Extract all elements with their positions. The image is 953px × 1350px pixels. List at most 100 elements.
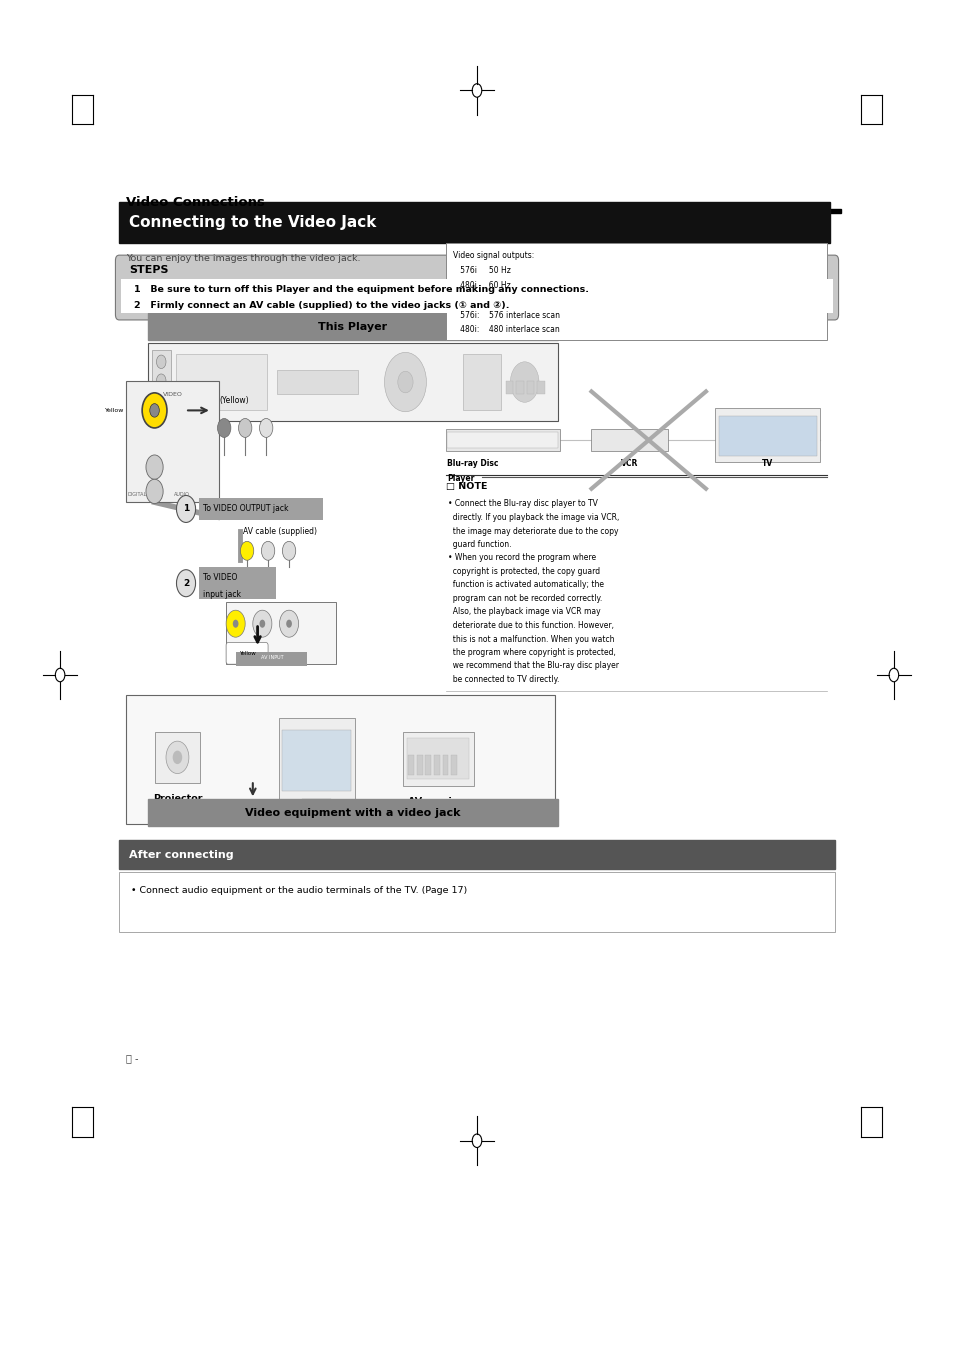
- Text: input jack: input jack: [203, 590, 241, 598]
- Text: Yellow: Yellow: [238, 651, 255, 656]
- Bar: [442, 755, 448, 775]
- Bar: [278, 718, 355, 799]
- Text: DIGITAL: DIGITAL: [128, 491, 147, 497]
- Circle shape: [253, 610, 272, 637]
- Text: • Connect audio equipment or the audio terminals of the TV. (Page 17): • Connect audio equipment or the audio t…: [131, 886, 466, 895]
- Bar: [451, 755, 456, 775]
- Bar: [199, 567, 275, 599]
- Text: (Yellow): (Yellow): [257, 603, 287, 613]
- Circle shape: [259, 418, 273, 437]
- Circle shape: [240, 541, 253, 560]
- Circle shape: [156, 374, 166, 387]
- Bar: [119, 872, 834, 931]
- Text: To VIDEO: To VIDEO: [203, 574, 237, 582]
- Circle shape: [217, 418, 231, 437]
- Text: 2   Firmly connect an AV cable (supplied) to the video jacks (① and ②).: 2 Firmly connect an AV cable (supplied) …: [133, 301, 509, 310]
- Text: this is not a malfunction. When you watch: this is not a malfunction. When you watc…: [448, 634, 615, 644]
- Bar: [537, 381, 544, 394]
- Circle shape: [176, 570, 195, 597]
- Bar: [402, 732, 474, 786]
- Text: the program where copyright is protected,: the program where copyright is protected…: [448, 648, 616, 657]
- Bar: [719, 416, 816, 456]
- Bar: [199, 498, 323, 520]
- Bar: [119, 840, 834, 869]
- Circle shape: [286, 620, 292, 628]
- Text: AV cable (supplied): AV cable (supplied): [243, 526, 317, 536]
- FancyBboxPatch shape: [115, 255, 838, 320]
- Bar: [526, 381, 534, 394]
- Text: AV receiver: AV receiver: [408, 796, 469, 806]
- Circle shape: [261, 541, 274, 560]
- Circle shape: [172, 751, 182, 764]
- Text: the image may deteriorate due to the copy: the image may deteriorate due to the cop…: [448, 526, 618, 536]
- Bar: [176, 354, 267, 410]
- Bar: [408, 755, 414, 775]
- Circle shape: [279, 610, 298, 637]
- Bar: [126, 209, 841, 213]
- Bar: [152, 350, 171, 414]
- Bar: [591, 429, 667, 451]
- Text: VIDEO: VIDEO: [228, 640, 243, 645]
- Text: 1: 1: [183, 505, 189, 513]
- Bar: [276, 370, 357, 394]
- Text: After connecting: After connecting: [129, 849, 233, 860]
- Circle shape: [166, 741, 189, 774]
- Circle shape: [282, 541, 295, 560]
- Text: Yellow: Yellow: [105, 408, 124, 413]
- Bar: [445, 429, 559, 451]
- Bar: [516, 381, 523, 394]
- Text: 480i:    480 interlace scan: 480i: 480 interlace scan: [453, 325, 559, 335]
- Bar: [235, 652, 307, 666]
- Bar: [148, 799, 558, 826]
- Text: program can not be recorded correctly.: program can not be recorded correctly.: [448, 594, 602, 603]
- Bar: [148, 313, 558, 340]
- Circle shape: [146, 479, 163, 504]
- Text: To VIDEO OUTPUT jack: To VIDEO OUTPUT jack: [203, 505, 289, 513]
- Bar: [445, 243, 826, 340]
- Bar: [148, 343, 558, 421]
- Text: 576i     50 Hz: 576i 50 Hz: [453, 266, 511, 275]
- Text: Video signal outputs:: Video signal outputs:: [453, 251, 534, 261]
- Bar: [416, 755, 422, 775]
- Text: TV: TV: [310, 815, 323, 825]
- Circle shape: [142, 393, 167, 428]
- Bar: [302, 799, 331, 810]
- Text: (Yellow): (Yellow): [219, 396, 249, 405]
- Bar: [447, 432, 558, 448]
- Text: • Connect the Blu-ray disc player to TV: • Connect the Blu-ray disc player to TV: [448, 500, 598, 509]
- Text: 2: 2: [183, 579, 189, 587]
- Text: VIDEO: VIDEO: [163, 392, 182, 397]
- Circle shape: [238, 418, 252, 437]
- Text: Player: Player: [447, 474, 475, 483]
- Bar: [505, 381, 513, 394]
- Text: Video equipment with a video jack: Video equipment with a video jack: [245, 807, 460, 818]
- Circle shape: [176, 495, 195, 522]
- Text: AUDIO: AUDIO: [173, 491, 190, 497]
- Bar: [226, 602, 335, 664]
- Bar: [282, 730, 351, 791]
- Text: Video Connections: Video Connections: [126, 196, 265, 209]
- Text: Projector: Projector: [152, 794, 202, 803]
- FancyBboxPatch shape: [226, 643, 268, 664]
- Text: L-AUDIO-R: L-AUDIO-R: [266, 640, 291, 645]
- Text: Connecting to the Video Jack: Connecting to the Video Jack: [129, 215, 375, 231]
- Text: This Player: This Player: [318, 321, 387, 332]
- Text: 576i:    576 interlace scan: 576i: 576 interlace scan: [453, 310, 559, 320]
- Text: VCR: VCR: [620, 459, 638, 468]
- Text: Ⓔ -: Ⓔ -: [126, 1053, 138, 1062]
- Text: 480i     60 Hz: 480i 60 Hz: [453, 281, 511, 290]
- Text: Blu-ray Disc: Blu-ray Disc: [447, 459, 498, 468]
- Bar: [126, 695, 555, 824]
- Bar: [119, 202, 829, 243]
- Bar: [407, 738, 469, 779]
- Text: directly. If you playback the image via VCR,: directly. If you playback the image via …: [448, 513, 619, 522]
- Text: deteriorate due to this function. However,: deteriorate due to this function. Howeve…: [448, 621, 614, 630]
- Circle shape: [397, 371, 413, 393]
- Circle shape: [156, 393, 166, 406]
- Circle shape: [259, 620, 265, 628]
- Text: be connected to TV directly.: be connected to TV directly.: [448, 675, 559, 684]
- Text: AV INPUT: AV INPUT: [260, 655, 283, 660]
- Bar: [462, 354, 500, 410]
- Bar: [715, 408, 820, 462]
- Text: STEPS: STEPS: [129, 265, 168, 275]
